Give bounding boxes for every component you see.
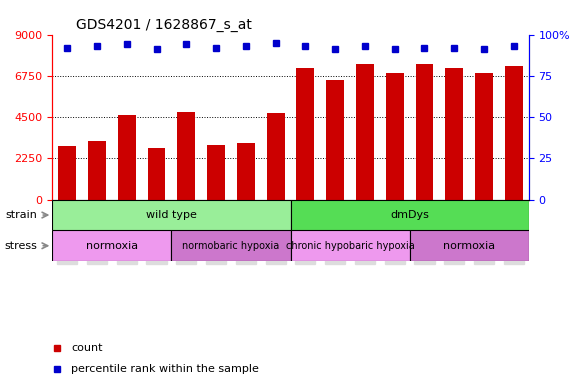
- Bar: [475, 73, 493, 200]
- Bar: [52, 230, 171, 261]
- Text: percentile rank within the sample: percentile rank within the sample: [71, 364, 259, 374]
- Bar: [415, 64, 433, 200]
- Text: wild type: wild type: [146, 210, 197, 220]
- Text: normobaric hypoxia: normobaric hypoxia: [182, 241, 279, 251]
- Bar: [327, 80, 344, 200]
- Bar: [386, 73, 404, 200]
- Bar: [446, 68, 463, 200]
- Bar: [290, 200, 529, 230]
- Text: chronic hypobaric hypoxia: chronic hypobaric hypoxia: [286, 241, 414, 251]
- Bar: [177, 112, 195, 200]
- Text: normoxia: normoxia: [86, 241, 138, 251]
- Text: stress: stress: [5, 241, 37, 251]
- Bar: [505, 66, 523, 200]
- Bar: [267, 113, 285, 200]
- Bar: [148, 148, 166, 200]
- Bar: [290, 230, 410, 261]
- Bar: [118, 115, 136, 200]
- Bar: [207, 145, 225, 200]
- Text: GDS4201 / 1628867_s_at: GDS4201 / 1628867_s_at: [76, 18, 252, 32]
- Bar: [52, 200, 290, 230]
- Text: normoxia: normoxia: [443, 241, 495, 251]
- Bar: [171, 230, 290, 261]
- Bar: [356, 64, 374, 200]
- Text: strain: strain: [6, 210, 37, 220]
- Text: count: count: [71, 343, 103, 353]
- Bar: [58, 146, 76, 200]
- Text: dmDys: dmDys: [390, 210, 429, 220]
- Bar: [410, 230, 529, 261]
- Bar: [237, 143, 254, 200]
- Bar: [296, 68, 314, 200]
- Bar: [88, 141, 106, 200]
